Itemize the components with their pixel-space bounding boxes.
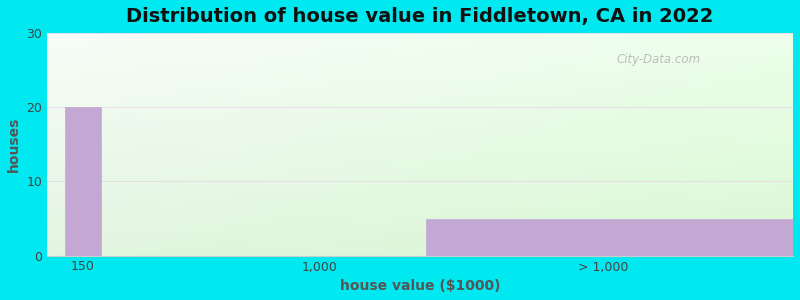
Text: City-Data.com: City-Data.com [617,53,701,66]
Y-axis label: houses: houses [7,117,21,172]
X-axis label: house value ($1000): house value ($1000) [340,279,500,293]
Title: Distribution of house value in Fiddletown, CA in 2022: Distribution of house value in Fiddletow… [126,7,714,26]
Bar [426,218,793,256]
Bar [65,107,101,256]
